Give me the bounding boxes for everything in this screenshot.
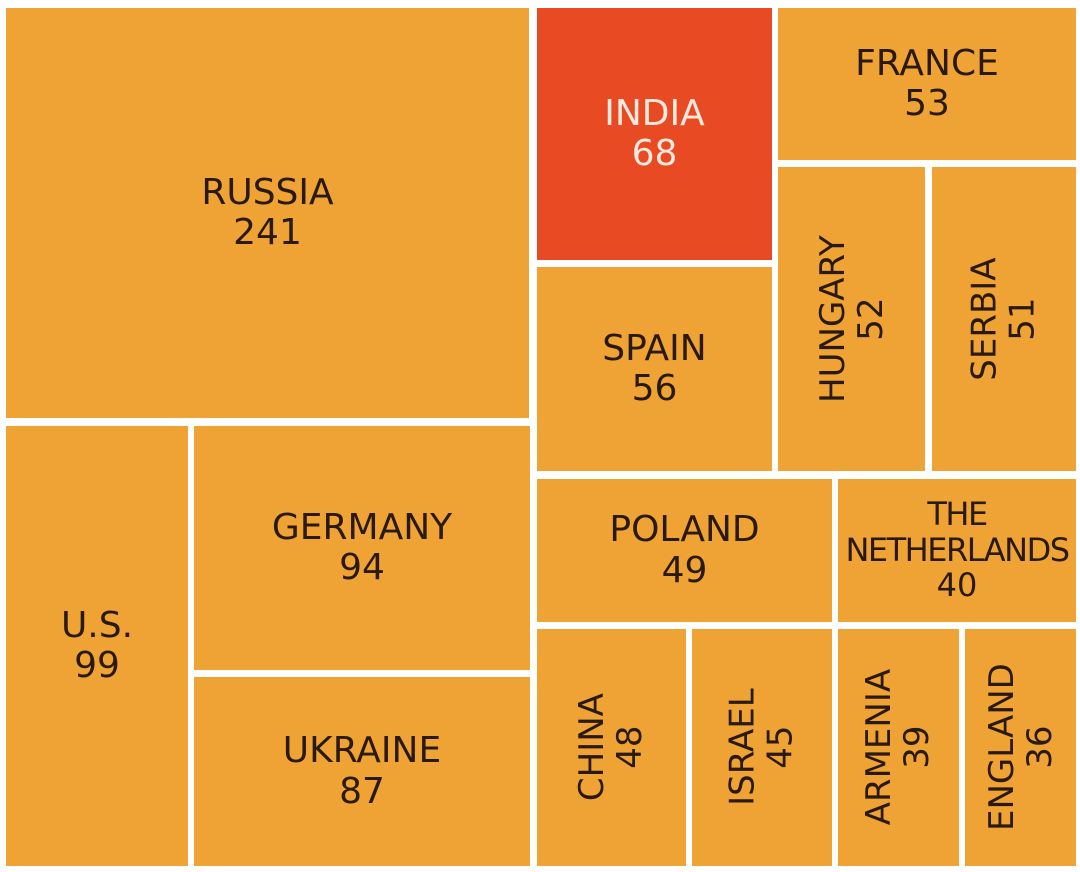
tile-value-china: 48 — [610, 725, 651, 770]
tile-france: FRANCE 53 — [778, 8, 1076, 160]
tile-label-serbia: SERBIA 51 — [964, 257, 1043, 381]
tile-value-israel: 45 — [760, 725, 801, 770]
tile-value-russia: 241 — [233, 212, 302, 253]
tile-value-england: 36 — [1019, 725, 1060, 770]
tile-value-india: 68 — [631, 133, 678, 174]
tile-label-india: INDIA 68 — [604, 92, 705, 175]
tile-germany: GERMANY 94 — [194, 426, 530, 670]
tile-value-hungary: 52 — [850, 297, 891, 341]
tile-name-england: ENGLAND — [981, 663, 1022, 832]
tile-serbia: SERBIA 51 — [932, 167, 1076, 471]
tile-value-poland: 49 — [661, 549, 708, 591]
tile-value-u-s-: 99 — [74, 645, 120, 686]
tile-name-india: INDIA — [604, 92, 705, 134]
tile-value-ukraine: 87 — [339, 770, 385, 812]
tile-russia: RUSSIA 241 — [6, 8, 529, 418]
tile-label-russia: RUSSIA 241 — [201, 171, 334, 254]
tile-the-netherlands: THE NETHERLANDS 40 — [838, 479, 1076, 622]
tile-armenia: ARMENIA 39 — [838, 629, 959, 866]
tile-label-israel: ISRAEL 45 — [722, 688, 801, 807]
tile-india: INDIA 68 — [537, 8, 772, 260]
tile-value-serbia: 51 — [1003, 297, 1043, 341]
tile-label-spain: SPAIN 56 — [602, 327, 707, 410]
tile-label-england: ENGLAND 36 — [981, 663, 1060, 832]
tile-value-armenia: 39 — [897, 725, 938, 770]
tile-poland: POLAND 49 — [537, 479, 832, 622]
tile-england: ENGLAND 36 — [965, 629, 1076, 866]
tile-hungary: HUNGARY 52 — [778, 167, 925, 471]
tile-name-the-netherlands: THE NETHERLANDS — [845, 494, 1070, 569]
tile-name-germany: GERMANY — [271, 506, 453, 548]
tile-u-s-: U.S. 99 — [6, 426, 188, 866]
tile-label-hungary: HUNGARY 52 — [812, 235, 891, 403]
tile-name-armenia: ARMENIA — [859, 669, 900, 826]
tile-label-the-netherlands: THE NETHERLANDS 40 — [845, 494, 1070, 605]
tile-name-hungary: HUNGARY — [812, 235, 853, 403]
tile-label-germany: GERMANY 94 — [271, 506, 453, 589]
tile-name-china: CHINA — [572, 693, 613, 802]
tile-israel: ISRAEL 45 — [692, 629, 832, 866]
tile-value-france: 53 — [904, 83, 950, 124]
tile-label-france: FRANCE 53 — [855, 42, 999, 125]
tile-name-serbia: SERBIA — [964, 257, 1005, 381]
tile-label-armenia: ARMENIA 39 — [859, 669, 938, 826]
tile-name-israel: ISRAEL — [722, 688, 763, 807]
tile-name-spain: SPAIN — [602, 327, 707, 369]
tile-value-the-netherlands: 40 — [936, 566, 978, 605]
tile-ukraine: UKRAINE 87 — [194, 677, 530, 866]
tile-name-russia: RUSSIA — [201, 171, 334, 213]
tile-value-germany: 94 — [339, 547, 385, 588]
tile-name-u-s-: U.S. — [60, 604, 134, 646]
tile-name-poland: POLAND — [609, 509, 760, 551]
tile-name-ukraine: UKRAINE — [282, 730, 442, 772]
tile-name-france: FRANCE — [855, 42, 999, 84]
tile-spain: SPAIN 56 — [537, 267, 772, 471]
tile-china: CHINA 48 — [537, 629, 686, 866]
tile-label-ukraine: UKRAINE 87 — [282, 730, 442, 812]
tile-label-china: CHINA 48 — [572, 693, 651, 802]
tile-value-spain: 56 — [631, 368, 678, 409]
tile-label-u-s-: U.S. 99 — [60, 604, 134, 687]
tile-label-poland: POLAND 49 — [609, 509, 760, 591]
